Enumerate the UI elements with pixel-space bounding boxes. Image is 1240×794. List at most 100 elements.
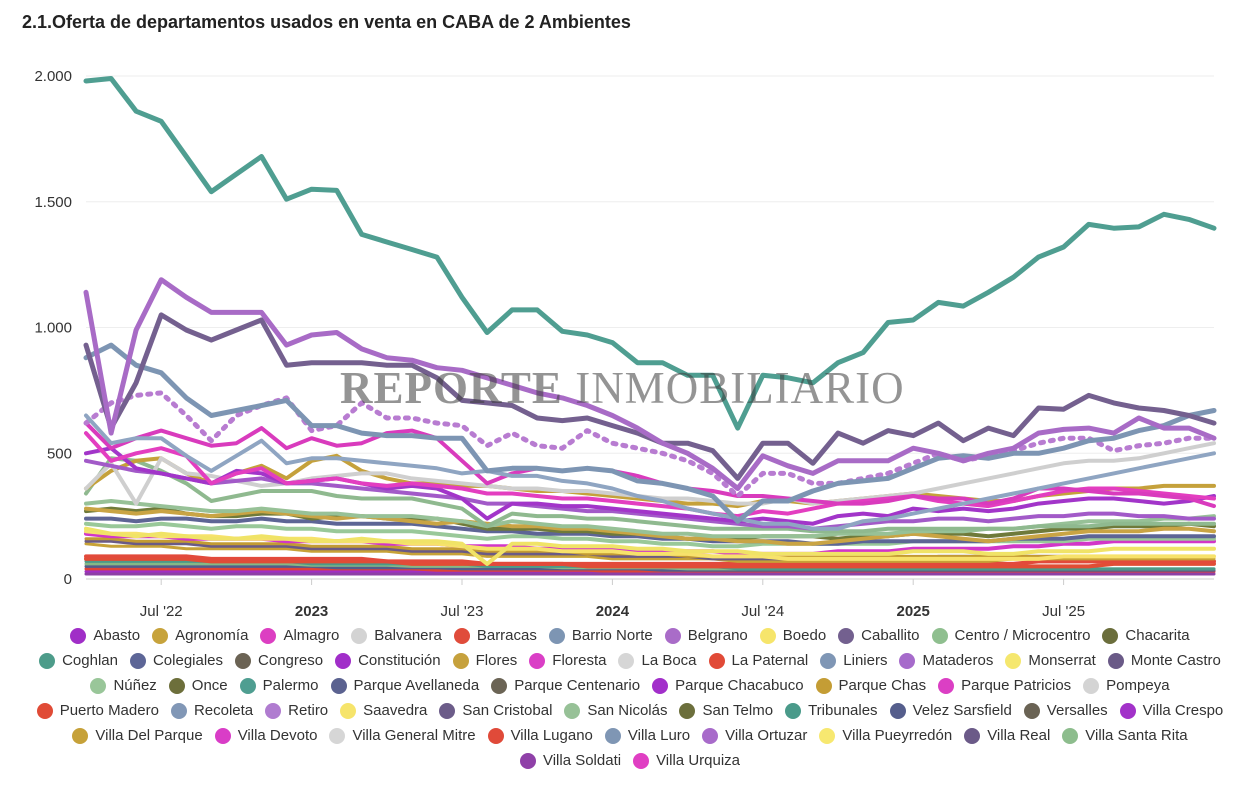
legend-label: Parque Patricios: [961, 677, 1072, 694]
series-line-boedo[interactable]: [84, 526, 1216, 566]
legend-item-coghlan[interactable]: Coghlan: [39, 651, 118, 670]
legend-marker-icon: [604, 727, 621, 744]
legend-item-barrio-norte[interactable]: Barrio Norte: [548, 626, 653, 645]
legend-marker-icon: [899, 652, 916, 669]
legend-item-saavedra[interactable]: Saavedra: [340, 701, 427, 720]
legend-item-villa-ortuzar[interactable]: Villa Ortuzar: [702, 726, 807, 745]
legend-item-abasto[interactable]: Abasto: [70, 626, 140, 645]
legend-marker-icon: [519, 752, 536, 769]
series-line-villa-urquiza[interactable]: [84, 431, 1216, 519]
legend-item-agronom-a[interactable]: Agronomía: [152, 626, 248, 645]
legend-item-retiro[interactable]: Retiro: [265, 701, 328, 720]
legend-item-versalles[interactable]: Versalles: [1023, 701, 1108, 720]
legend-item-parque-avellaneda[interactable]: Parque Avellaneda: [330, 676, 479, 695]
legend-marker-icon: [564, 702, 581, 719]
legend-item-once[interactable]: Once: [168, 676, 228, 695]
series-line-recoleta[interactable]: [84, 413, 1216, 531]
legend-item-barracas[interactable]: Barracas: [453, 626, 537, 645]
legend-label: Constitución: [358, 652, 441, 669]
legend-item-floresta[interactable]: Floresta: [529, 651, 606, 670]
series-line-barracas[interactable]: [84, 554, 1216, 566]
series-line-centro-microcentro[interactable]: [84, 456, 1216, 534]
legend-item-villa-devoto[interactable]: Villa Devoto: [214, 726, 317, 745]
legend-item-tribunales[interactable]: Tribunales: [785, 701, 878, 720]
legend-item-san-cristobal[interactable]: San Cristobal: [439, 701, 552, 720]
legend-item-villa-lugano[interactable]: Villa Lugano: [487, 726, 593, 745]
legend-item-mataderos[interactable]: Mataderos: [899, 651, 993, 670]
legend-label: Villa Pueyrredón: [842, 727, 953, 744]
legend-item-balvanera[interactable]: Balvanera: [351, 626, 442, 645]
legend-marker-icon: [889, 702, 906, 719]
legend-marker-icon: [90, 677, 107, 694]
legend-item-pompeya[interactable]: Pompeya: [1083, 676, 1170, 695]
legend-marker-icon: [168, 677, 185, 694]
legend-item-san-telmo[interactable]: San Telmo: [679, 701, 773, 720]
legend-item-almagro[interactable]: Almagro: [260, 626, 339, 645]
legend-label: Villa Santa Rita: [1085, 727, 1188, 744]
legend-marker-icon: [633, 752, 650, 769]
series-line-agronom-a[interactable]: [84, 506, 1216, 546]
legend-item-villa-soldati[interactable]: Villa Soldati: [519, 751, 621, 770]
legend-label: Congreso: [258, 652, 324, 669]
legend-item-san-nicol-s[interactable]: San Nicolás: [564, 701, 667, 720]
legend-marker-icon: [70, 627, 87, 644]
legend-item-parque-patricios[interactable]: Parque Patricios: [938, 676, 1071, 695]
legend-marker-icon: [652, 677, 669, 694]
legend-marker-icon: [820, 652, 837, 669]
series-line-belgrano[interactable]: [83, 277, 1217, 491]
legend-item-congreso[interactable]: Congreso: [235, 651, 323, 670]
legend-item-villa-pueyrred-n[interactable]: Villa Pueyrredón: [819, 726, 952, 745]
legend-item-constituci-n[interactable]: Constitución: [335, 651, 441, 670]
legend-item-la-paternal[interactable]: La Paternal: [708, 651, 808, 670]
legend-marker-icon: [239, 677, 256, 694]
series-line-villa-crespo[interactable]: [84, 446, 1216, 526]
legend-item-liniers[interactable]: Liniers: [820, 651, 887, 670]
legend-marker-icon: [759, 627, 776, 644]
legend-item-colegiales[interactable]: Colegiales: [129, 651, 223, 670]
legend-marker-icon: [36, 702, 53, 719]
legend-item-palermo[interactable]: Palermo: [239, 676, 319, 695]
legend-item-parque-chacabuco[interactable]: Parque Chacabuco: [652, 676, 804, 695]
x-tick-label: Jul '22: [140, 603, 183, 620]
legend-label: Barracas: [476, 627, 537, 644]
legend-item-la-boca[interactable]: La Boca: [618, 651, 697, 670]
legend-item-villa-urquiza[interactable]: Villa Urquiza: [633, 751, 740, 770]
legend-label: Centro / Microcentro: [954, 627, 1091, 644]
x-tick-label: 2024: [596, 603, 630, 620]
legend-marker-icon: [335, 652, 352, 669]
legend-item-chacarita[interactable]: Chacarita: [1102, 626, 1190, 645]
legend-item-monserrat[interactable]: Monserrat: [1005, 651, 1096, 670]
legend-item-boedo[interactable]: Boedo: [759, 626, 826, 645]
series-line-villa-ortuzar[interactable]: [84, 458, 1216, 531]
legend-label: Palermo: [262, 677, 319, 694]
legend-item-villa-luro[interactable]: Villa Luro: [604, 726, 690, 745]
legend-item-villa-general-mitre[interactable]: Villa General Mitre: [329, 726, 476, 745]
series-line-palermo[interactable]: [83, 76, 1217, 431]
chart-title: 2.1.Oferta de departamentos usados en ve…: [22, 12, 631, 32]
legend-item-villa-santa-rita[interactable]: Villa Santa Rita: [1062, 726, 1188, 745]
legend-item-caballito[interactable]: Caballito: [838, 626, 920, 645]
legend-item-parque-chas[interactable]: Parque Chas: [815, 676, 926, 695]
legend-item-velez-sarsfield[interactable]: Velez Sarsfield: [889, 701, 1012, 720]
legend-label: San Cristobal: [462, 702, 553, 719]
legend-item-flores[interactable]: Flores: [452, 651, 517, 670]
x-tick-label: 2025: [897, 603, 930, 620]
legend-item-villa-real[interactable]: Villa Real: [964, 726, 1050, 745]
series-line-puerto-madero[interactable]: [84, 556, 1216, 569]
legend-item-villa-del-parque[interactable]: Villa Del Parque: [72, 726, 203, 745]
legend-item-villa-crespo[interactable]: Villa Crespo: [1119, 701, 1223, 720]
series-line-nu-ez[interactable]: [84, 521, 1216, 549]
legend-label: Villa Lugano: [510, 727, 593, 744]
legend-item-monte-castro[interactable]: Monte Castro: [1107, 651, 1221, 670]
legend-marker-icon: [235, 652, 252, 669]
legend-item-belgrano[interactable]: Belgrano: [664, 626, 748, 645]
series-line-barrio-norte[interactable]: [83, 342, 1217, 524]
legend-label: Saavedra: [363, 702, 428, 719]
legend-item-puerto-madero[interactable]: Puerto Madero: [36, 701, 159, 720]
legend-item-recoleta[interactable]: Recoleta: [170, 701, 253, 720]
legend-item-parque-centenario[interactable]: Parque Centenario: [491, 676, 640, 695]
legend-item-centro-microcentro[interactable]: Centro / Microcentro: [931, 626, 1091, 645]
legend-item-n-ez[interactable]: Núñez: [90, 676, 157, 695]
legend-marker-icon: [260, 627, 277, 644]
legend-marker-icon: [170, 702, 187, 719]
